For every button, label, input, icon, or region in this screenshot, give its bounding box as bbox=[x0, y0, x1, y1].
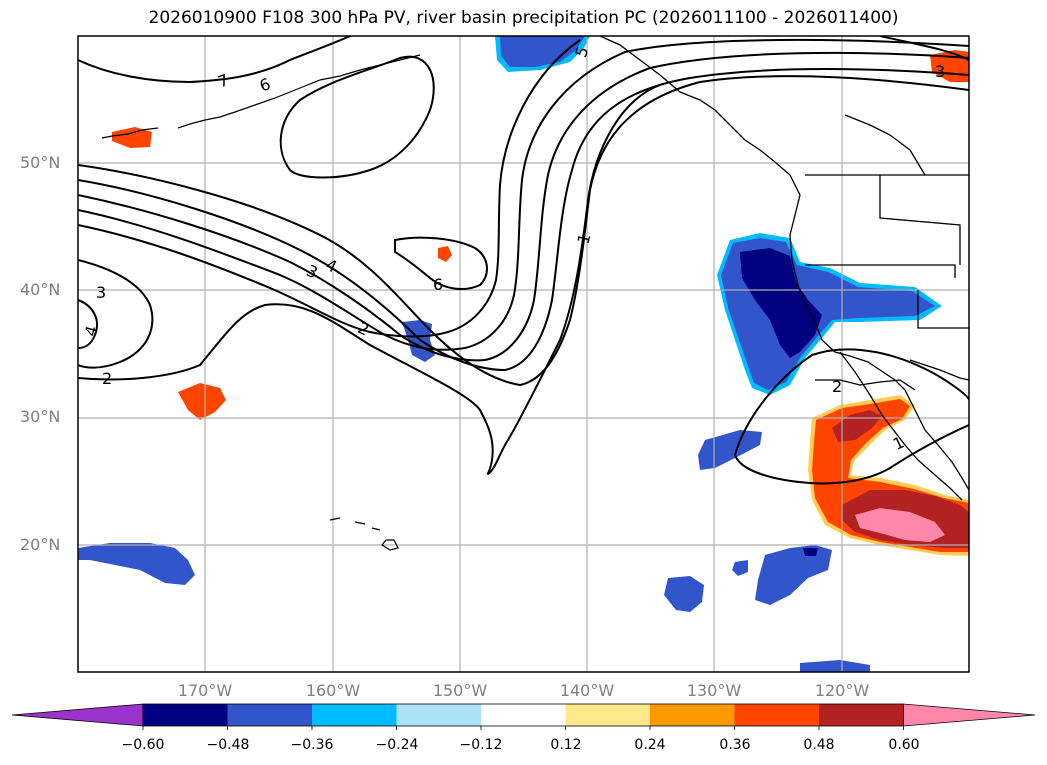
precip-pos-region bbox=[855, 508, 945, 542]
contour-label: 3 bbox=[935, 62, 945, 81]
precip-neg-region bbox=[698, 430, 762, 470]
contour-label: 2 bbox=[355, 318, 372, 340]
precip-pos-region bbox=[178, 383, 226, 420]
colorbar-outline bbox=[142, 703, 904, 727]
contour-label: 2 bbox=[832, 377, 842, 396]
figure-title: 2026010900 F108 300 hPa PV, river basin … bbox=[148, 8, 899, 28]
colorbar-tick-label: −0.24 bbox=[375, 737, 419, 753]
contour-label: 7 bbox=[215, 70, 231, 91]
lon-label: 120°W bbox=[814, 681, 870, 700]
colorbar-segment bbox=[734, 704, 820, 726]
colorbar-segment bbox=[143, 704, 228, 726]
colorbar-segment bbox=[312, 704, 397, 726]
lat-label: 40°N bbox=[20, 280, 61, 299]
precip-positive-areas bbox=[112, 50, 969, 556]
coastlines bbox=[599, 36, 969, 501]
lat-label: 50°N bbox=[20, 153, 61, 172]
colorbar-segment bbox=[481, 704, 566, 726]
colorbar-segment bbox=[565, 704, 651, 726]
lat-label: 20°N bbox=[20, 535, 61, 554]
colorbar-tick-label: −0.60 bbox=[121, 737, 165, 753]
map-frame bbox=[77, 35, 970, 673]
contour-label: 1 bbox=[890, 432, 907, 454]
precip-negative-areas bbox=[78, 36, 942, 672]
colorbar-tick-label: 0.48 bbox=[803, 737, 835, 753]
precip-neg-region bbox=[755, 545, 832, 605]
pv-contours bbox=[78, 36, 969, 485]
colorbar-tick-label: 0.12 bbox=[550, 737, 582, 753]
colorbar-extend-max bbox=[903, 703, 1036, 727]
contour-label: 3 bbox=[303, 261, 320, 283]
colorbar bbox=[11, 703, 1036, 730]
precip-neg-region bbox=[78, 543, 195, 585]
colorbar-tick-label: 0.60 bbox=[888, 737, 920, 753]
lon-label: 170°W bbox=[177, 681, 233, 700]
contour-label: 3 bbox=[96, 283, 106, 302]
precip-neg-region bbox=[740, 248, 822, 358]
lon-label: 140°W bbox=[559, 681, 615, 700]
lon-label: 160°W bbox=[305, 681, 361, 700]
precip-pos-region bbox=[112, 127, 152, 148]
contour-label: 6 bbox=[257, 74, 273, 95]
colorbar-tick-label: −0.36 bbox=[290, 737, 334, 753]
contour-label: 4 bbox=[323, 255, 340, 277]
precip-neg-region bbox=[732, 560, 748, 576]
precip-neg-region bbox=[800, 660, 870, 672]
contour-label: 4 bbox=[81, 324, 102, 339]
colorbar-tick-label: −0.12 bbox=[459, 737, 503, 753]
colorbar-tick-label: 0.24 bbox=[634, 737, 666, 753]
lon-label: 130°W bbox=[686, 681, 742, 700]
contour-label: 2 bbox=[102, 369, 112, 388]
colorbar-segment bbox=[819, 704, 904, 726]
colorbar-tick-label: −0.48 bbox=[206, 737, 250, 753]
precip-neg-region bbox=[803, 548, 818, 556]
lat-label: 30°N bbox=[20, 407, 61, 426]
colorbar-segment bbox=[227, 704, 313, 726]
precip-neg-region bbox=[664, 576, 704, 612]
colorbar-extend-min bbox=[11, 703, 144, 727]
colorbar-tick-label: 0.36 bbox=[719, 737, 751, 753]
colorbar-segment bbox=[650, 704, 735, 726]
contour-label: 6 bbox=[433, 275, 443, 294]
colorbar-segment bbox=[396, 704, 482, 726]
precip-pos-region bbox=[438, 246, 452, 262]
gridlines bbox=[78, 36, 969, 672]
precip-neg-region bbox=[500, 36, 585, 67]
contour-label: 1 bbox=[574, 231, 595, 246]
lon-label: 150°W bbox=[432, 681, 488, 700]
